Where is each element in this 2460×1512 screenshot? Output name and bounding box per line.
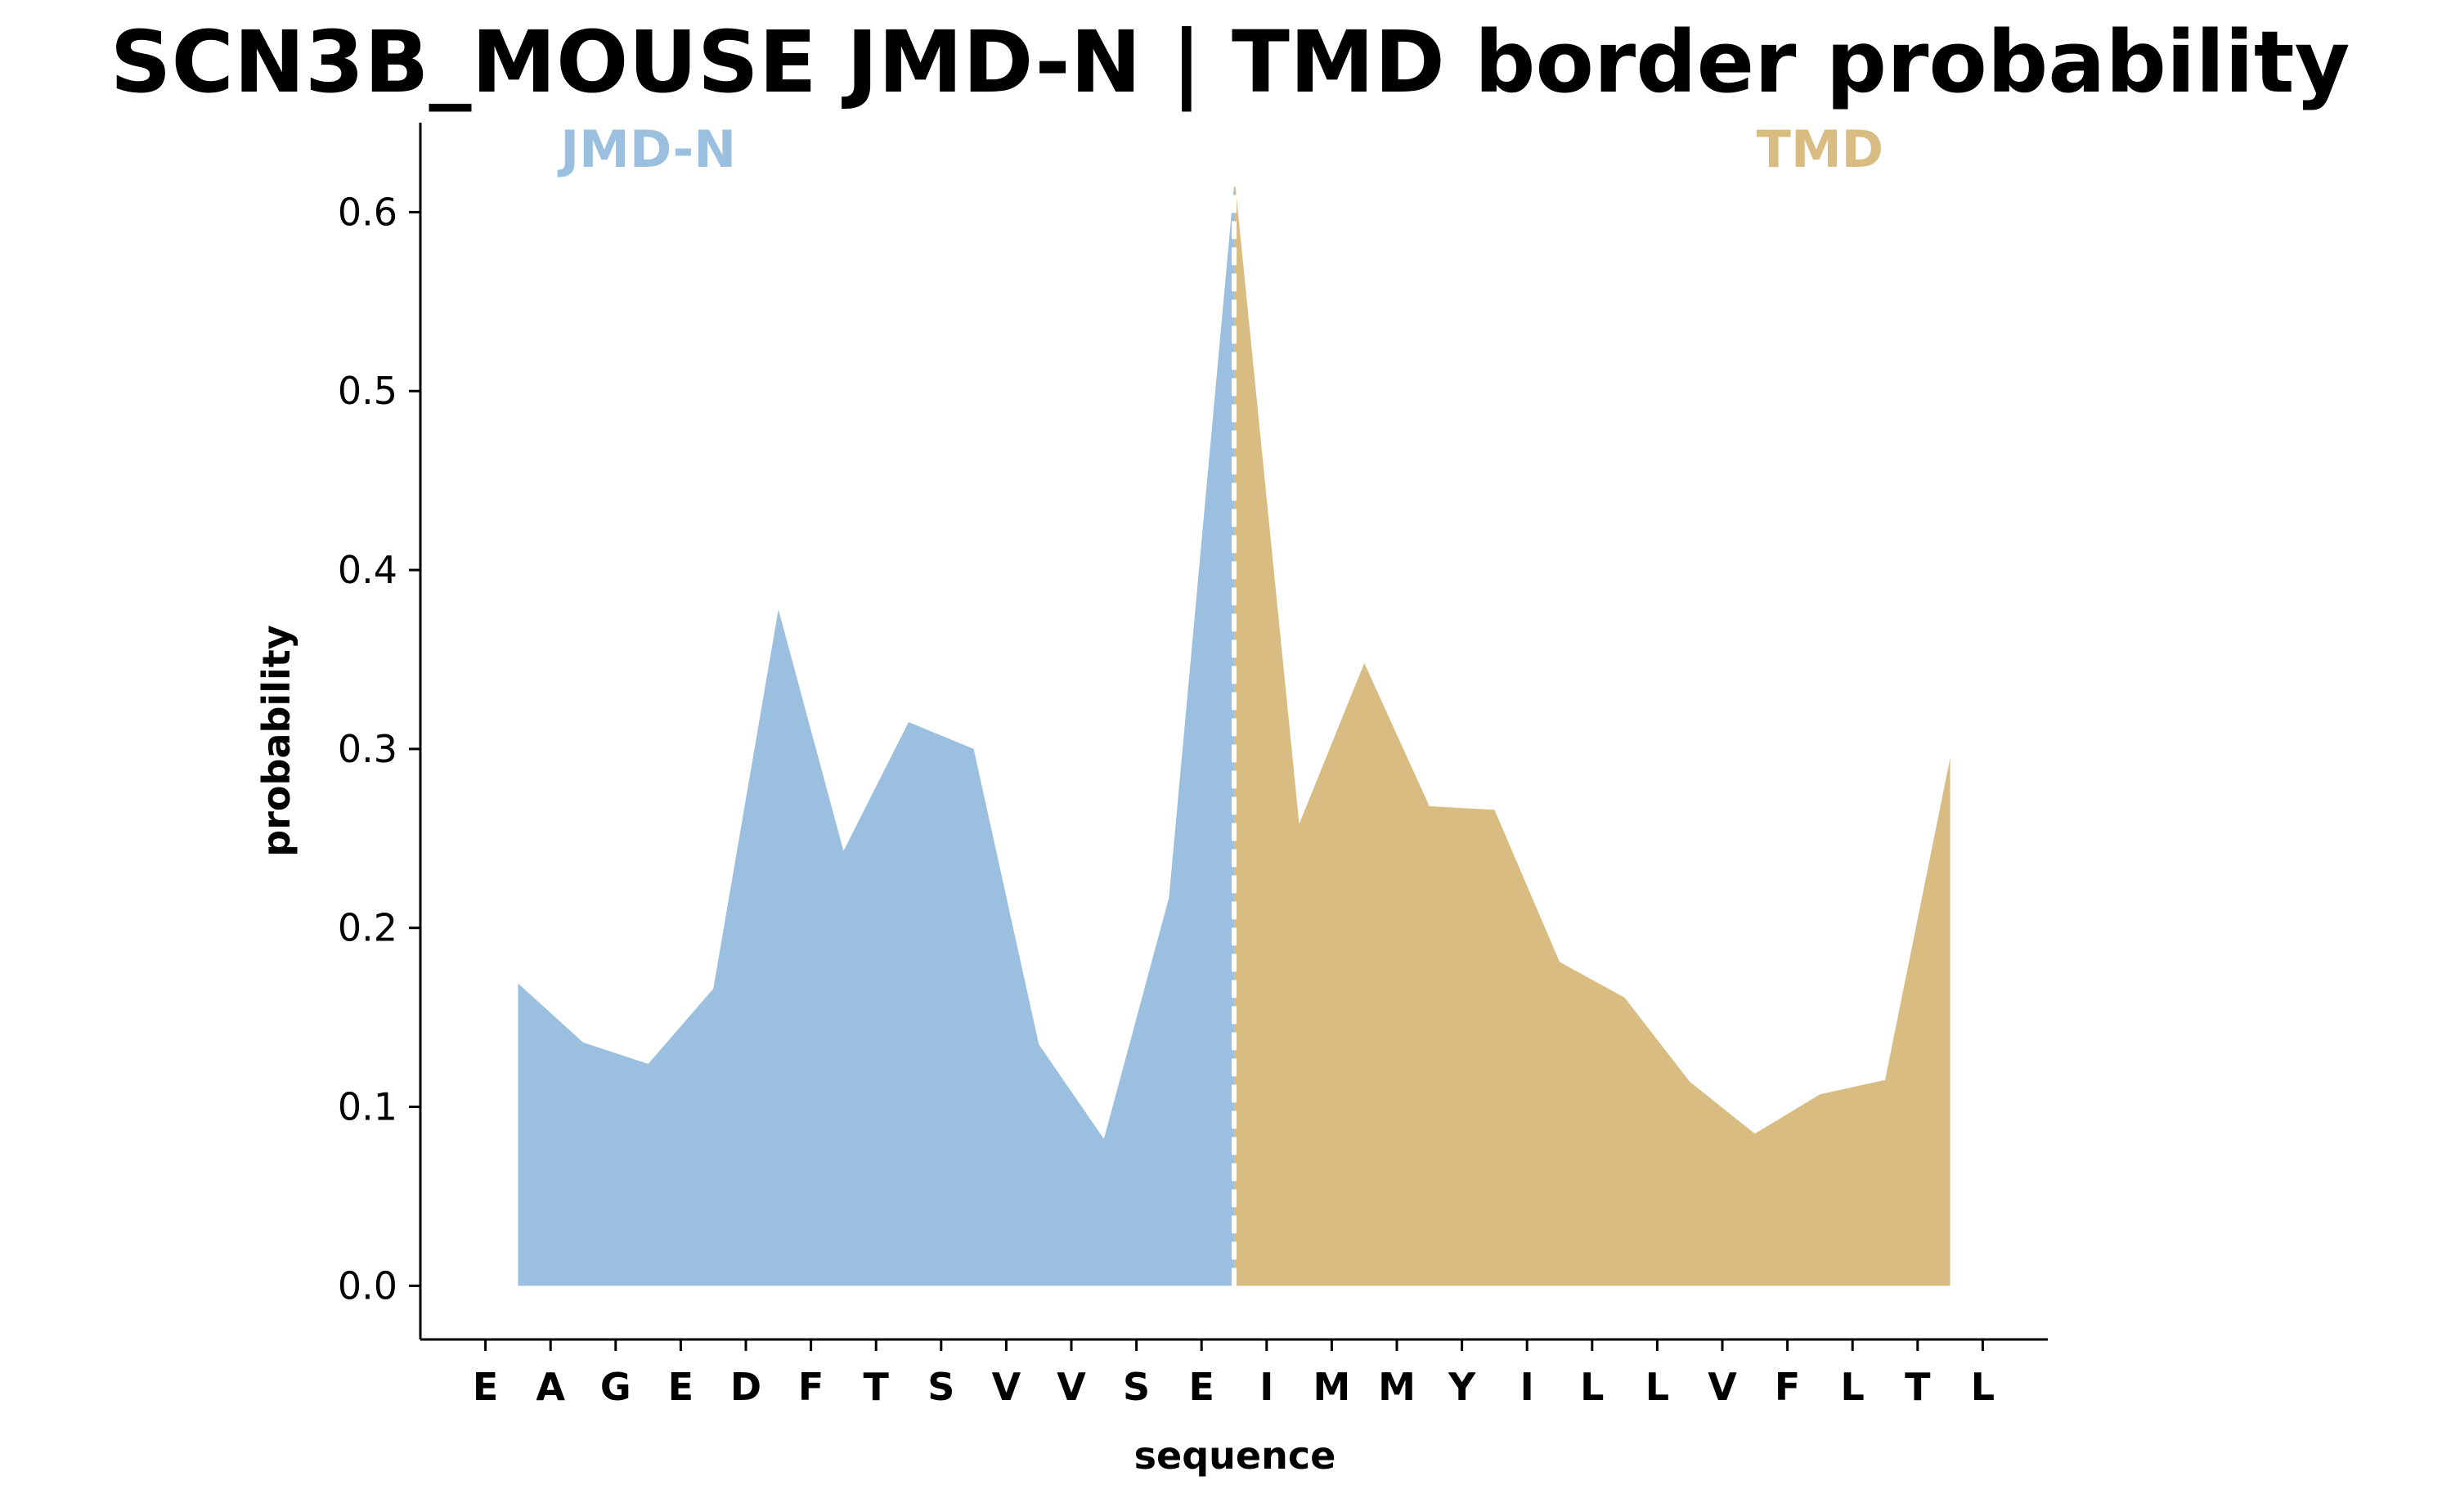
- x-tick-label: T: [864, 1365, 890, 1409]
- y-axis-label: probability: [254, 625, 299, 856]
- y-tick-label: 0.2: [338, 906, 397, 950]
- region-label-jmd-n: JMD-N: [557, 119, 736, 179]
- x-tick-label: G: [600, 1365, 631, 1409]
- x-tick-label: V: [1057, 1365, 1086, 1409]
- x-tick-label: M: [1313, 1365, 1351, 1409]
- y-tick-label: 0.6: [338, 190, 397, 234]
- x-tick-label: M: [1378, 1365, 1416, 1409]
- y-tick-label: 0.3: [338, 727, 397, 771]
- x-tick-label: S: [1123, 1365, 1150, 1409]
- x-axis-label: sequence: [1134, 1433, 1336, 1478]
- x-tick-label: A: [536, 1365, 565, 1409]
- y-tick-label: 0.4: [338, 548, 397, 592]
- x-tick-label: Y: [1448, 1365, 1476, 1409]
- x-tick-label: L: [1580, 1365, 1604, 1409]
- x-tick-label: E: [473, 1365, 498, 1409]
- x-tick-label: F: [1775, 1365, 1800, 1409]
- x-tick-label: L: [1645, 1365, 1669, 1409]
- x-tick-label: L: [1841, 1365, 1865, 1409]
- region-label-tmd: TMD: [1757, 119, 1883, 179]
- x-tick-label: L: [1971, 1365, 1995, 1409]
- chart-title: SCN3B_MOUSE JMD-N | TMD border probabili…: [110, 12, 2350, 112]
- x-tick-label: E: [1188, 1365, 1214, 1409]
- x-tick-label: S: [927, 1365, 954, 1409]
- x-tick-label: F: [798, 1365, 824, 1409]
- x-tick-label: I: [1520, 1365, 1534, 1409]
- x-tick-label: I: [1259, 1365, 1273, 1409]
- x-tick-label: V: [992, 1365, 1021, 1409]
- x-tick-label: E: [668, 1365, 694, 1409]
- y-tick-label: 0.5: [338, 369, 397, 413]
- x-tick-label: V: [1708, 1365, 1737, 1409]
- x-tick-label: D: [730, 1365, 761, 1409]
- y-tick-label: 0.0: [338, 1263, 397, 1308]
- area-tmd: [1234, 173, 1950, 1286]
- y-tick-label: 0.1: [338, 1085, 397, 1129]
- area-jmd-n: [518, 185, 1234, 1286]
- x-tick-label: T: [1905, 1365, 1931, 1409]
